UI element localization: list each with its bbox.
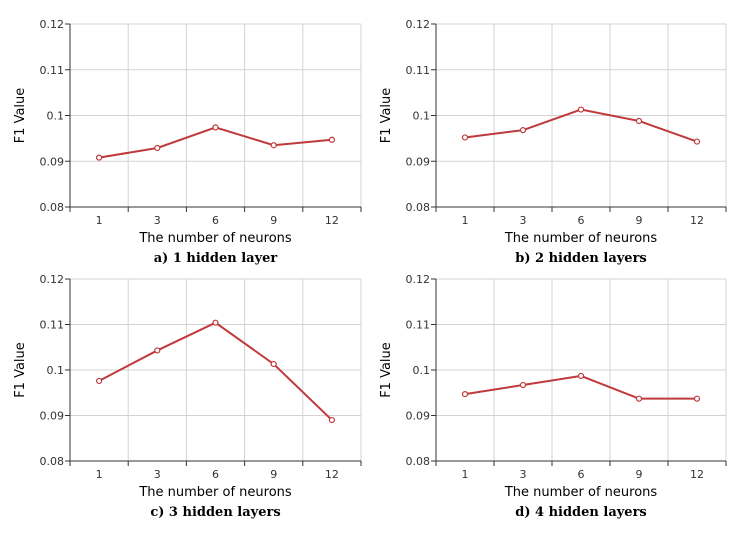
y-axis-title: F1 Value: [379, 88, 394, 144]
y-tick-label: 0.08: [406, 455, 431, 468]
y-tick-label: 0.09: [406, 155, 431, 168]
y-axis-title: F1 Value: [13, 88, 28, 144]
panel-b: 0.08 0.09 0.1 0.11 0.12 1 3 6 9 12 The number of n…: [379, 18, 727, 266]
x-tick-label: 3: [154, 468, 161, 481]
data-point: [577, 372, 585, 380]
panel-caption: b) 2 hidden layers: [515, 251, 647, 266]
panel-caption: a) 1 hidden layer: [154, 251, 278, 266]
data-point: [212, 124, 219, 131]
y-tick-label: 0.09: [40, 155, 65, 168]
y-tick-label: 0.08: [40, 455, 65, 468]
y-tick-label: 0.08: [406, 201, 431, 214]
x-axis-title: The number of neurons: [138, 231, 292, 246]
data-point: [461, 134, 469, 141]
data-point: [635, 117, 643, 125]
y-tick-label: 0.1: [47, 110, 65, 123]
x-tick-label: 1: [96, 468, 103, 481]
data-point: [212, 319, 219, 326]
x-tick-label: 9: [636, 214, 643, 227]
y-axis-title: F1 Value: [13, 342, 28, 398]
data-point: [154, 144, 161, 152]
y-tick-label: 0.12: [406, 18, 431, 31]
y-tick-label: 0.09: [406, 410, 431, 423]
series-line: [98, 321, 333, 421]
y-axis-title: F1 Value: [379, 342, 394, 398]
series-line: [98, 126, 332, 159]
y-tick-label: 0.12: [40, 273, 65, 286]
y-tick-label: 0.12: [406, 273, 431, 286]
y-tick-label: 0.11: [40, 64, 65, 77]
y-tick-label: 0.11: [40, 319, 65, 332]
y-tick-label: 0.09: [40, 410, 65, 423]
x-axis-title: The number of neurons: [504, 231, 658, 246]
data-point: [95, 154, 103, 161]
y-tick-label: 0.1: [413, 110, 431, 123]
y-tick-label: 0.1: [413, 364, 431, 377]
data-point: [154, 347, 161, 354]
data-point: [328, 136, 335, 143]
panel-caption: c) 3 hidden layers: [150, 505, 280, 520]
x-tick-label: 1: [462, 214, 469, 227]
y-tick-label: 0.12: [40, 18, 65, 31]
x-axis-title: The number of neurons: [504, 485, 658, 500]
panel-c: 0.08 0.09 0.1 0.11 0.12 1 3 6 9 12 The number of n…: [13, 273, 362, 520]
x-tick-label: 9: [270, 468, 277, 481]
data-point: [693, 395, 701, 402]
series-line: [464, 374, 697, 400]
x-tick-label: 12: [690, 214, 704, 227]
panel-caption: d) 4 hidden layers: [515, 505, 647, 520]
x-tick-label: 9: [270, 214, 277, 227]
x-tick-label: 3: [154, 214, 161, 227]
x-tick-label: 6: [578, 468, 585, 481]
x-axis-title: The number of neurons: [138, 485, 292, 500]
data-point: [270, 360, 277, 368]
data-point: [461, 391, 469, 398]
y-tick-label: 0.11: [406, 319, 431, 332]
x-tick-label: 1: [462, 468, 469, 481]
x-tick-label: 6: [578, 214, 585, 227]
x-tick-label: 3: [520, 214, 527, 227]
data-point: [635, 395, 643, 402]
data-point: [328, 416, 335, 424]
x-tick-label: 12: [325, 468, 339, 481]
panel-a: 0.08 0.09 0.1 0.11 0.12 1 3 6 9 12 The number of n…: [13, 18, 362, 266]
data-point: [577, 106, 585, 113]
x-tick-label: 12: [325, 214, 339, 227]
data-point: [95, 377, 103, 385]
data-point: [519, 127, 527, 134]
panel-d: 0.08 0.09 0.1 0.11 0.12 1 3 6 9 12 The number of n…: [379, 273, 727, 520]
x-tick-label: 1: [96, 214, 103, 227]
y-tick-label: 0.11: [406, 64, 431, 77]
data-point: [270, 142, 277, 149]
data-point: [693, 138, 701, 145]
x-tick-label: 6: [212, 468, 219, 481]
data-point: [519, 381, 527, 389]
x-tick-label: 6: [212, 214, 219, 227]
y-tick-label: 0.1: [47, 364, 65, 377]
x-tick-label: 3: [520, 468, 527, 481]
x-tick-label: 12: [690, 468, 704, 481]
y-tick-label: 0.08: [40, 201, 65, 214]
x-tick-label: 9: [636, 468, 643, 481]
series-line: [464, 108, 698, 143]
